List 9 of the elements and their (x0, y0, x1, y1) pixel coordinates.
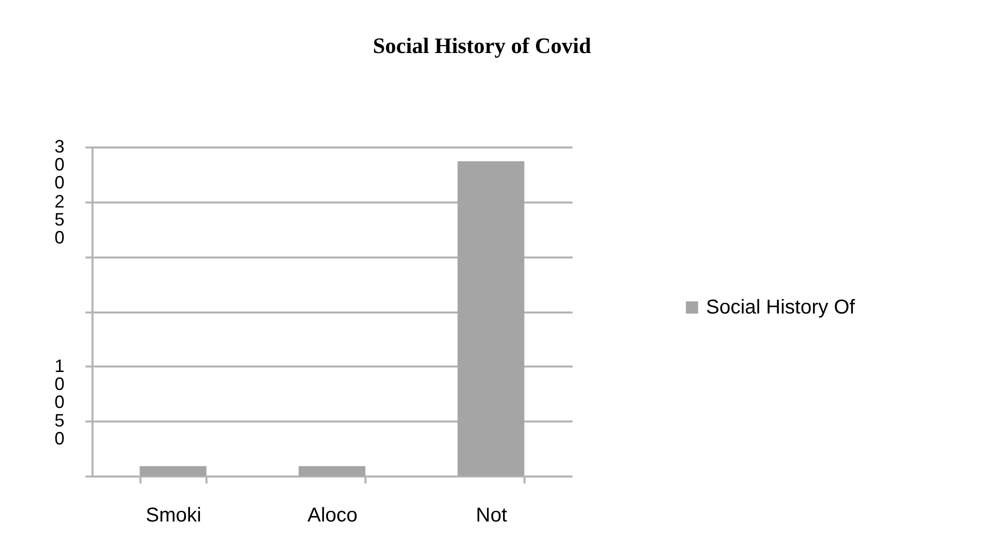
x-tick-label: Aloco (307, 504, 358, 526)
y-tick-label: 100 (54, 356, 65, 412)
y-tick-label: 250 (54, 191, 65, 248)
chart-title: Social History of Covid (372, 33, 592, 58)
y-tick-label: 300 (54, 136, 65, 192)
x-tick-label: Smoki (146, 504, 202, 526)
y-tick-label: 50 (54, 410, 65, 449)
x-tick-label: Not (476, 504, 508, 526)
legend-label: Social History Of (706, 296, 856, 318)
